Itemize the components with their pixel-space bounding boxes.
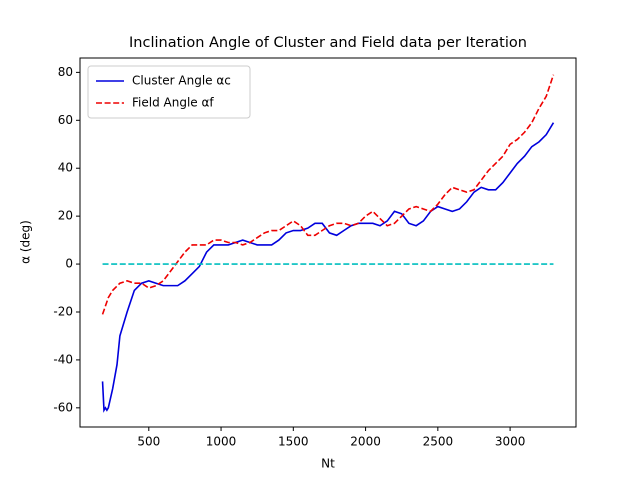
y-tick-label: 40: [58, 161, 73, 175]
x-axis-label: Nt: [321, 457, 335, 471]
plot-frame: [79, 57, 577, 428]
legend-label: Cluster Angle αc: [132, 74, 231, 88]
line-series: [101, 122, 555, 413]
x-tick-label: 1500: [278, 435, 309, 449]
y-tick-label: -20: [53, 304, 73, 318]
y-tick-label: -60: [53, 400, 73, 414]
chart-title: Inclination Angle of Cluster and Field d…: [129, 35, 527, 51]
y-tick-label: 80: [58, 65, 73, 79]
legend-box: [87, 65, 251, 119]
y-tick-label: -40: [53, 352, 73, 366]
x-tick-label: 2500: [423, 435, 454, 449]
x-tick-label: 1000: [206, 435, 237, 449]
y-tick-label: 60: [58, 113, 73, 127]
y-axis-label: α (deg): [19, 220, 33, 264]
x-tick-label: 500: [137, 435, 160, 449]
x-tick-label: 3000: [495, 435, 526, 449]
legend-label: Field Angle αf: [132, 96, 214, 110]
y-tick-label: 0: [65, 257, 73, 271]
y-tick-label: 20: [58, 209, 73, 223]
line-series: [101, 74, 555, 315]
x-tick-label: 2000: [350, 435, 381, 449]
